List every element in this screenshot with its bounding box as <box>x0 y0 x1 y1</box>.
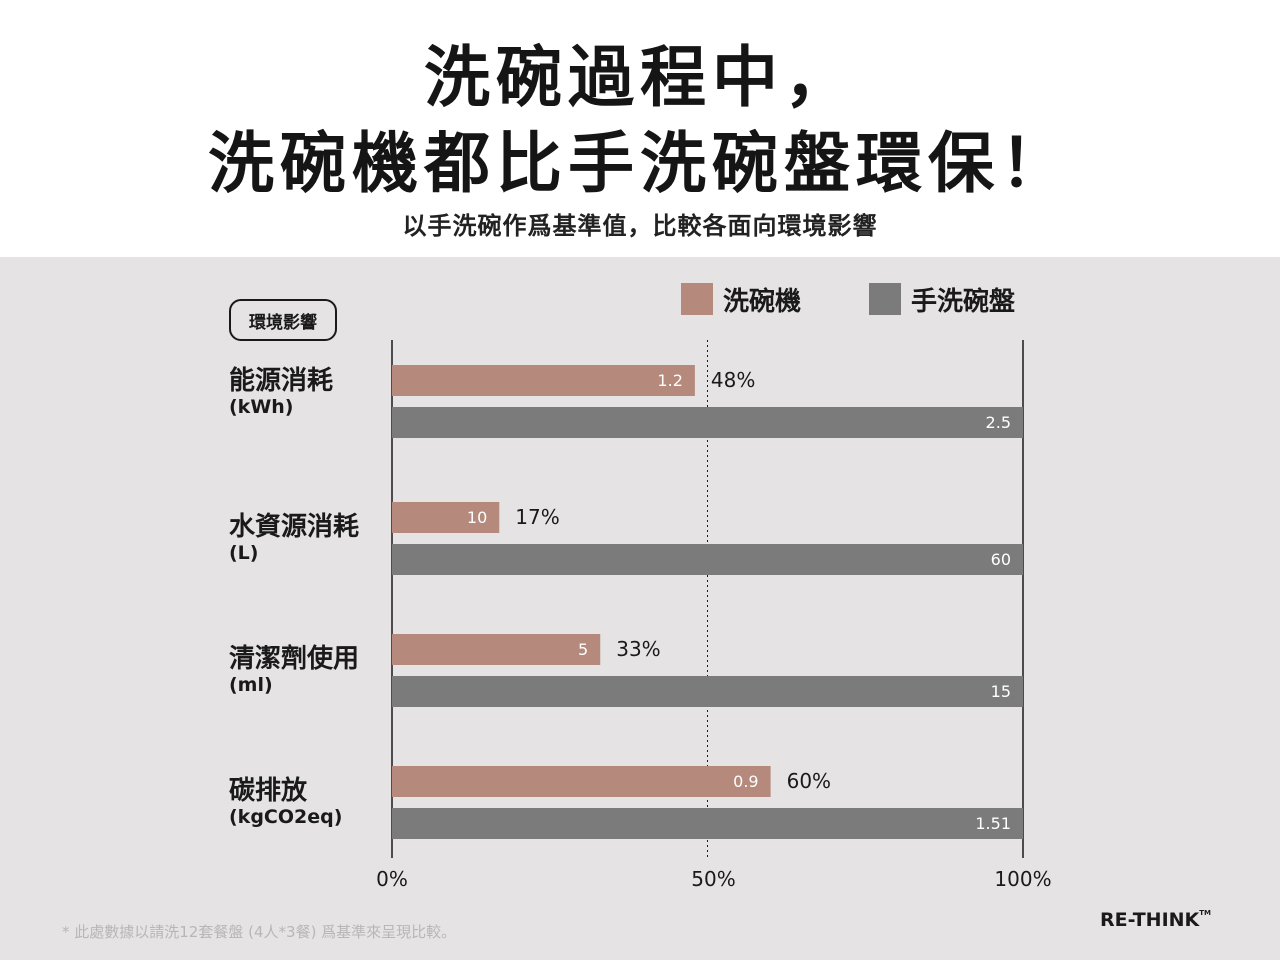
x-tick-label: 100% <box>994 867 1051 891</box>
title-line-1: 洗碗過程中， <box>424 39 856 116</box>
category-unit: (kgCO2eq) <box>229 806 343 828</box>
category-name: 碳排放 <box>229 776 308 806</box>
category-name: 清潔劑使用 <box>229 644 360 674</box>
subtitle: 以手洗碗作爲基準值，比較各面向環境影響 <box>402 212 878 240</box>
category-unit: (L) <box>229 542 259 564</box>
bar-dishwasher <box>392 766 771 797</box>
bar-value-label: 1.51 <box>975 814 1011 833</box>
bar-value-label: 10 <box>467 508 487 527</box>
bar-handwash <box>392 808 1023 839</box>
bar-dishwasher <box>392 365 695 396</box>
brand-trademark: TM <box>1199 909 1212 917</box>
category-name: 能源消耗 <box>229 366 334 396</box>
category-unit: (kWh) <box>229 396 294 418</box>
bar-handwash <box>392 407 1023 438</box>
legend-swatch-dishwasher <box>681 283 713 315</box>
bar-value-label: 0.9 <box>733 772 758 791</box>
brand-name: RE-THINK <box>1100 909 1200 931</box>
bar-value-label: 1.2 <box>657 371 682 390</box>
legend-label-dishwasher: 洗碗機 <box>723 286 802 317</box>
x-tick-label: 50% <box>691 867 735 891</box>
percent-label: 17% <box>515 505 559 529</box>
legend-swatch-handwash <box>869 283 901 315</box>
percent-label: 33% <box>616 637 660 661</box>
bar-value-label: 5 <box>578 640 588 659</box>
bar-dishwasher <box>392 634 601 665</box>
legend-label-handwash: 手洗碗盤 <box>911 286 1016 317</box>
percent-label: 48% <box>711 368 755 392</box>
title-line-2: 洗碗機都比手洗碗盤環保！ <box>208 125 1072 202</box>
bar-dishwasher <box>392 502 500 533</box>
brand-logo: RE-THINKTM <box>1100 909 1211 931</box>
category-name: 水資源消耗 <box>229 512 360 542</box>
bar-value-label: 60 <box>991 550 1011 569</box>
bar-value-label: 2.5 <box>986 413 1011 432</box>
legend-handwash: 手洗碗盤 <box>869 282 1016 317</box>
bar-handwash <box>392 544 1023 575</box>
footnote: * 此處數據以請洗12套餐盤 (4人*3餐) 爲基準來呈現比較。 <box>62 923 457 941</box>
category-unit: (ml) <box>229 674 273 696</box>
percent-label: 60% <box>787 769 831 793</box>
category-header-tag: 環境影響 <box>229 299 337 341</box>
x-tick-label: 0% <box>376 867 408 891</box>
bar-value-label: 15 <box>991 682 1011 701</box>
legend-dishwasher: 洗碗機 <box>681 282 802 317</box>
bar-handwash <box>392 676 1023 707</box>
header: 洗碗過程中， 洗碗機都比手洗碗盤環保！ 以手洗碗作爲基準值，比較各面向環境影響 <box>0 0 1280 257</box>
